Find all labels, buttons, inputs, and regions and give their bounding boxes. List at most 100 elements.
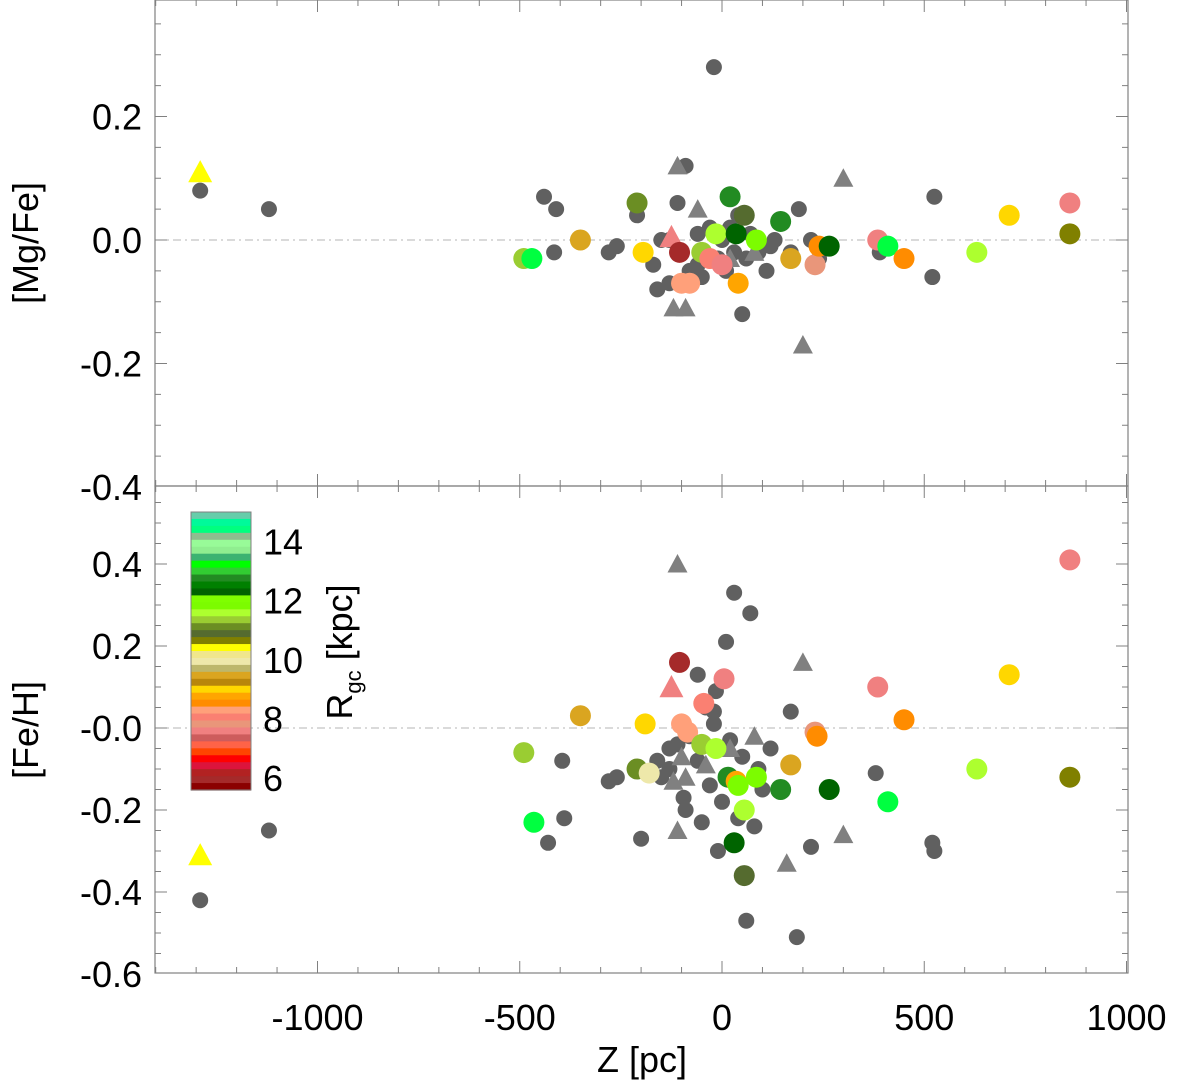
data-point-gray: [802, 838, 819, 855]
axis-ticks-top: 0.2 0.0 -0.2 -0.4: [80, 0, 1128, 508]
colorbar-swatch: [191, 637, 251, 645]
y-tick-label: -0.6: [80, 954, 142, 995]
data-point-gray: [718, 633, 735, 650]
colorbar-swatch: [191, 678, 251, 687]
scatter-points-bottom: [188, 549, 1081, 946]
colorbar-label-main: R: [319, 694, 360, 720]
colorbar-swatch: [191, 671, 251, 680]
colorbar-label-unit: [kpc]: [319, 584, 360, 670]
data-point-gray: [790, 201, 807, 218]
data-point-colored: [638, 762, 660, 784]
data-point-gray: [675, 789, 692, 806]
colorbar-swatch: [191, 546, 251, 555]
data-point-colored: [727, 272, 749, 294]
data-point-gray: [758, 262, 775, 279]
colorbar-swatch: [191, 755, 251, 763]
data-point-colored: [780, 754, 802, 776]
data-point-colored: [998, 664, 1020, 686]
data-point-colored: [569, 705, 591, 727]
data-point-gray: [192, 892, 209, 909]
data-point-gray: [782, 703, 799, 720]
colorbar-swatch: [191, 609, 251, 617]
data-point-colored: [818, 779, 840, 800]
data-point-gray: [536, 188, 553, 205]
data-point-gray: [608, 769, 625, 786]
data-point-gray: [924, 269, 941, 286]
data-point-colored: [893, 248, 915, 270]
y-tick-label: 0.0: [92, 220, 142, 261]
data-point-colored: [770, 779, 792, 800]
panel-feh: -1000 -500 0 500 10000.40.2-0.0-0.2-0.4-0.6 …: [5, 485, 1167, 1080]
data-point-gray: [705, 715, 722, 732]
x-tick-label: 0: [712, 997, 732, 1038]
data-point-colored: [632, 241, 654, 263]
data-point-colored: [1059, 223, 1081, 245]
data-point-colored: [711, 254, 733, 276]
data-point-gray: [677, 802, 694, 818]
data-point-colored: [1059, 549, 1081, 571]
data-point-colored: [745, 229, 767, 251]
data-point-colored: [770, 210, 792, 232]
colorbar-swatch: [191, 574, 251, 583]
colorbar-tick-label: 14: [263, 522, 303, 563]
x-tick-label: 500: [894, 997, 954, 1038]
colorbar-swatch: [191, 518, 251, 527]
y-tick-label: -0.2: [80, 344, 142, 385]
data-point-colored: [1059, 766, 1081, 788]
colorbar-swatch: [191, 644, 251, 652]
colorbar-label-sub: gc: [341, 670, 366, 693]
colorbar-swatch: [191, 630, 251, 638]
y-axis-label-feh: [Fe/H]: [5, 681, 46, 779]
x-tick-label: -1000: [271, 997, 363, 1038]
colorbar-swatch: [191, 539, 251, 548]
data-point-colored: [780, 248, 802, 270]
y-tick-label: -0.0: [80, 708, 142, 749]
data-point-gray-triangle: [667, 554, 688, 573]
data-point-gray: [762, 740, 779, 757]
data-point-gray-triangle: [744, 726, 765, 745]
colorbar-swatch: [191, 567, 251, 576]
colorbar-swatch: [191, 783, 251, 791]
data-point-gray-triangle: [833, 168, 854, 187]
data-point-colored: [705, 223, 727, 245]
colorbar-tick-label: 12: [263, 581, 303, 622]
colorbar-swatch: [191, 581, 251, 590]
colorbar-swatch: [191, 651, 251, 659]
data-point-colored: [713, 668, 735, 690]
colorbar-swatch: [191, 720, 251, 729]
colorbar-tick-label: 10: [263, 640, 303, 681]
data-point-colored: [669, 241, 691, 263]
colorbar-swatch: [191, 664, 251, 673]
data-point-gray-triangle: [687, 199, 708, 218]
data-point-gray: [926, 188, 943, 205]
data-point-colored: [725, 223, 747, 245]
data-point-gray: [556, 810, 573, 827]
data-point-gray: [548, 201, 565, 218]
colorbar-tick-label: 8: [263, 699, 283, 740]
data-point-gray: [926, 843, 943, 859]
data-point-gray: [726, 584, 743, 601]
data-point-gray: [661, 740, 678, 757]
data-point-colored: [877, 235, 899, 257]
data-point-gray: [260, 201, 277, 218]
y-tick-label: 0.2: [92, 97, 142, 138]
data-point-gray-triangle: [776, 853, 797, 872]
data-point-gray-triangle: [744, 242, 765, 261]
data-point-colored: [733, 204, 755, 226]
data-point-gray-triangle: [695, 754, 716, 774]
colorbar-swatch: [191, 713, 251, 722]
data-point-gray: [742, 605, 759, 622]
data-point-gray: [709, 843, 726, 859]
y-tick-label: 0.4: [92, 544, 142, 585]
colorbar-swatch: [191, 685, 251, 694]
data-point-gray-triangle: [833, 824, 854, 844]
data-point-gray: [689, 225, 706, 242]
x-tick-label: 1000: [1086, 997, 1166, 1038]
data-point-colored: [669, 651, 691, 673]
data-point-gray: [701, 777, 718, 794]
data-point-colored: [806, 725, 828, 747]
data-point-colored: [719, 186, 741, 208]
data-point-gray: [734, 306, 751, 323]
colorbar-tick-labels: 14 12 10 8 6: [263, 522, 303, 800]
data-point-colored-triangle: [659, 224, 684, 248]
